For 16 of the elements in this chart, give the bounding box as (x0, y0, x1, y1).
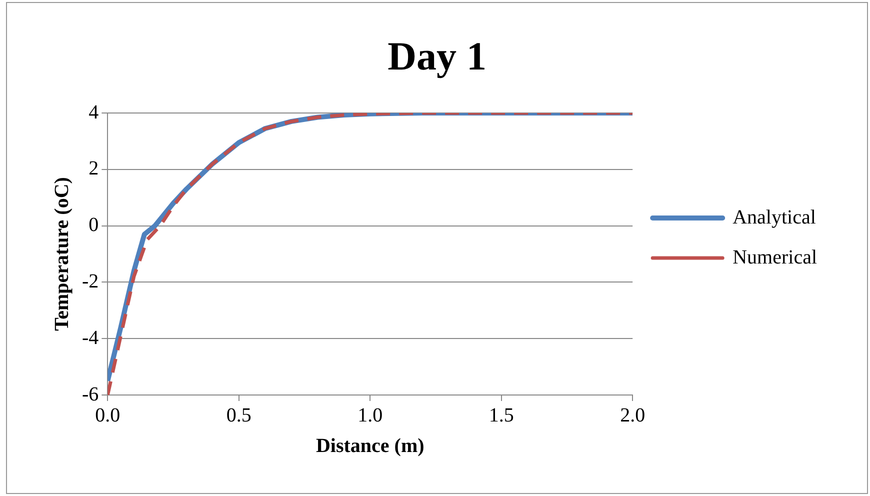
x-tick-label: 1.0 (358, 404, 383, 426)
y-tick-label: 4 (88, 101, 99, 124)
y-tick-label: 2 (88, 158, 99, 180)
chart-title: Day 1 (388, 33, 486, 78)
x-axis-title: Distance (m) (316, 435, 424, 458)
y-axis-title: Temperature (oC) (51, 177, 74, 331)
y-tick-label: 0 (88, 214, 99, 236)
legend-label: Analytical (732, 206, 816, 228)
y-tick-label: -6 (82, 383, 99, 406)
y-tick-label: -4 (82, 326, 99, 349)
x-tick-label: 2.0 (620, 404, 646, 426)
x-tick-label: 0.0 (95, 404, 120, 426)
legend-label: Numerical (732, 246, 818, 268)
x-tick-label: 1.5 (488, 404, 514, 426)
x-tick-label: 0.5 (226, 404, 252, 426)
y-tick-label: -2 (82, 270, 99, 292)
